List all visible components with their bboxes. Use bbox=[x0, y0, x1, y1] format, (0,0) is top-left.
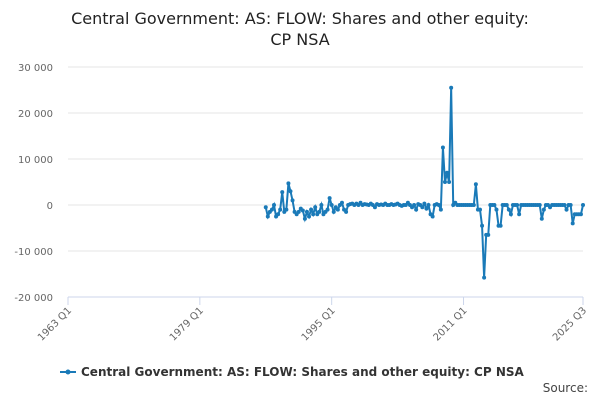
point bbox=[539, 216, 544, 221]
point bbox=[424, 206, 429, 211]
y-tick-label: -10 000 bbox=[14, 247, 53, 258]
point bbox=[325, 207, 330, 212]
y-tick-label: 30 000 bbox=[18, 63, 53, 74]
x-tick-label: 1995 Q1 bbox=[300, 305, 338, 343]
point bbox=[581, 203, 585, 207]
chart-title: CP NSA bbox=[270, 30, 329, 49]
point bbox=[562, 203, 567, 207]
point bbox=[284, 207, 289, 212]
y-tick-label: 20 000 bbox=[18, 109, 53, 120]
point bbox=[272, 203, 276, 207]
point bbox=[313, 205, 318, 210]
point bbox=[445, 170, 450, 175]
source: Source: bbox=[543, 381, 588, 395]
point bbox=[339, 200, 344, 205]
chart-title: Central Government: AS: FLOW: Shares and… bbox=[71, 9, 529, 28]
point bbox=[414, 207, 419, 212]
legend-label: Central Government: AS: FLOW: Shares and… bbox=[81, 365, 525, 379]
point bbox=[319, 203, 324, 207]
point bbox=[568, 203, 573, 207]
point bbox=[438, 207, 443, 212]
point bbox=[300, 208, 305, 213]
y-tick-label: -20 000 bbox=[14, 293, 53, 304]
point bbox=[422, 201, 427, 206]
point bbox=[344, 209, 349, 214]
point bbox=[263, 205, 268, 210]
series-line bbox=[264, 87, 584, 278]
point bbox=[265, 214, 270, 219]
point bbox=[311, 212, 316, 217]
point bbox=[482, 275, 487, 280]
y-tick-label: 10 000 bbox=[18, 155, 53, 166]
point bbox=[515, 203, 520, 207]
point bbox=[492, 203, 497, 207]
y-tick-label: 0 bbox=[47, 201, 53, 212]
point bbox=[486, 232, 491, 237]
point bbox=[278, 207, 283, 212]
point bbox=[440, 145, 445, 150]
point bbox=[288, 189, 293, 194]
point bbox=[307, 214, 312, 219]
point bbox=[449, 85, 454, 90]
point bbox=[506, 207, 511, 212]
point bbox=[564, 207, 569, 212]
x-tick-label: 1963 Q1 bbox=[36, 305, 74, 343]
point bbox=[420, 205, 425, 210]
point bbox=[537, 203, 542, 207]
point bbox=[302, 216, 307, 221]
point bbox=[412, 203, 417, 207]
point bbox=[280, 190, 285, 195]
point bbox=[286, 181, 291, 186]
point bbox=[447, 180, 452, 184]
point bbox=[578, 212, 583, 217]
point bbox=[372, 205, 377, 210]
point bbox=[504, 203, 509, 207]
point bbox=[473, 182, 478, 187]
point bbox=[296, 209, 301, 214]
point bbox=[494, 207, 499, 212]
point bbox=[290, 198, 295, 203]
point bbox=[317, 209, 322, 214]
x-tick-label: 1979 Q1 bbox=[168, 305, 206, 343]
point bbox=[471, 203, 476, 207]
point bbox=[329, 203, 334, 207]
point bbox=[269, 207, 274, 212]
point bbox=[442, 180, 447, 184]
point bbox=[331, 209, 336, 214]
point bbox=[480, 223, 485, 228]
point bbox=[426, 203, 431, 207]
point bbox=[517, 212, 522, 217]
point bbox=[498, 223, 503, 228]
point bbox=[335, 207, 340, 212]
point bbox=[570, 221, 575, 226]
x-tick-label: 2025 Q3 bbox=[551, 305, 589, 343]
point bbox=[541, 207, 546, 212]
point bbox=[304, 209, 309, 214]
point bbox=[508, 212, 513, 217]
point bbox=[478, 207, 482, 212]
point bbox=[436, 203, 441, 207]
legend-marker bbox=[65, 369, 71, 375]
point bbox=[430, 214, 435, 219]
point bbox=[327, 196, 332, 201]
point bbox=[276, 212, 281, 217]
x-tick-label: 2011 Q1 bbox=[432, 305, 470, 343]
point bbox=[309, 207, 314, 212]
